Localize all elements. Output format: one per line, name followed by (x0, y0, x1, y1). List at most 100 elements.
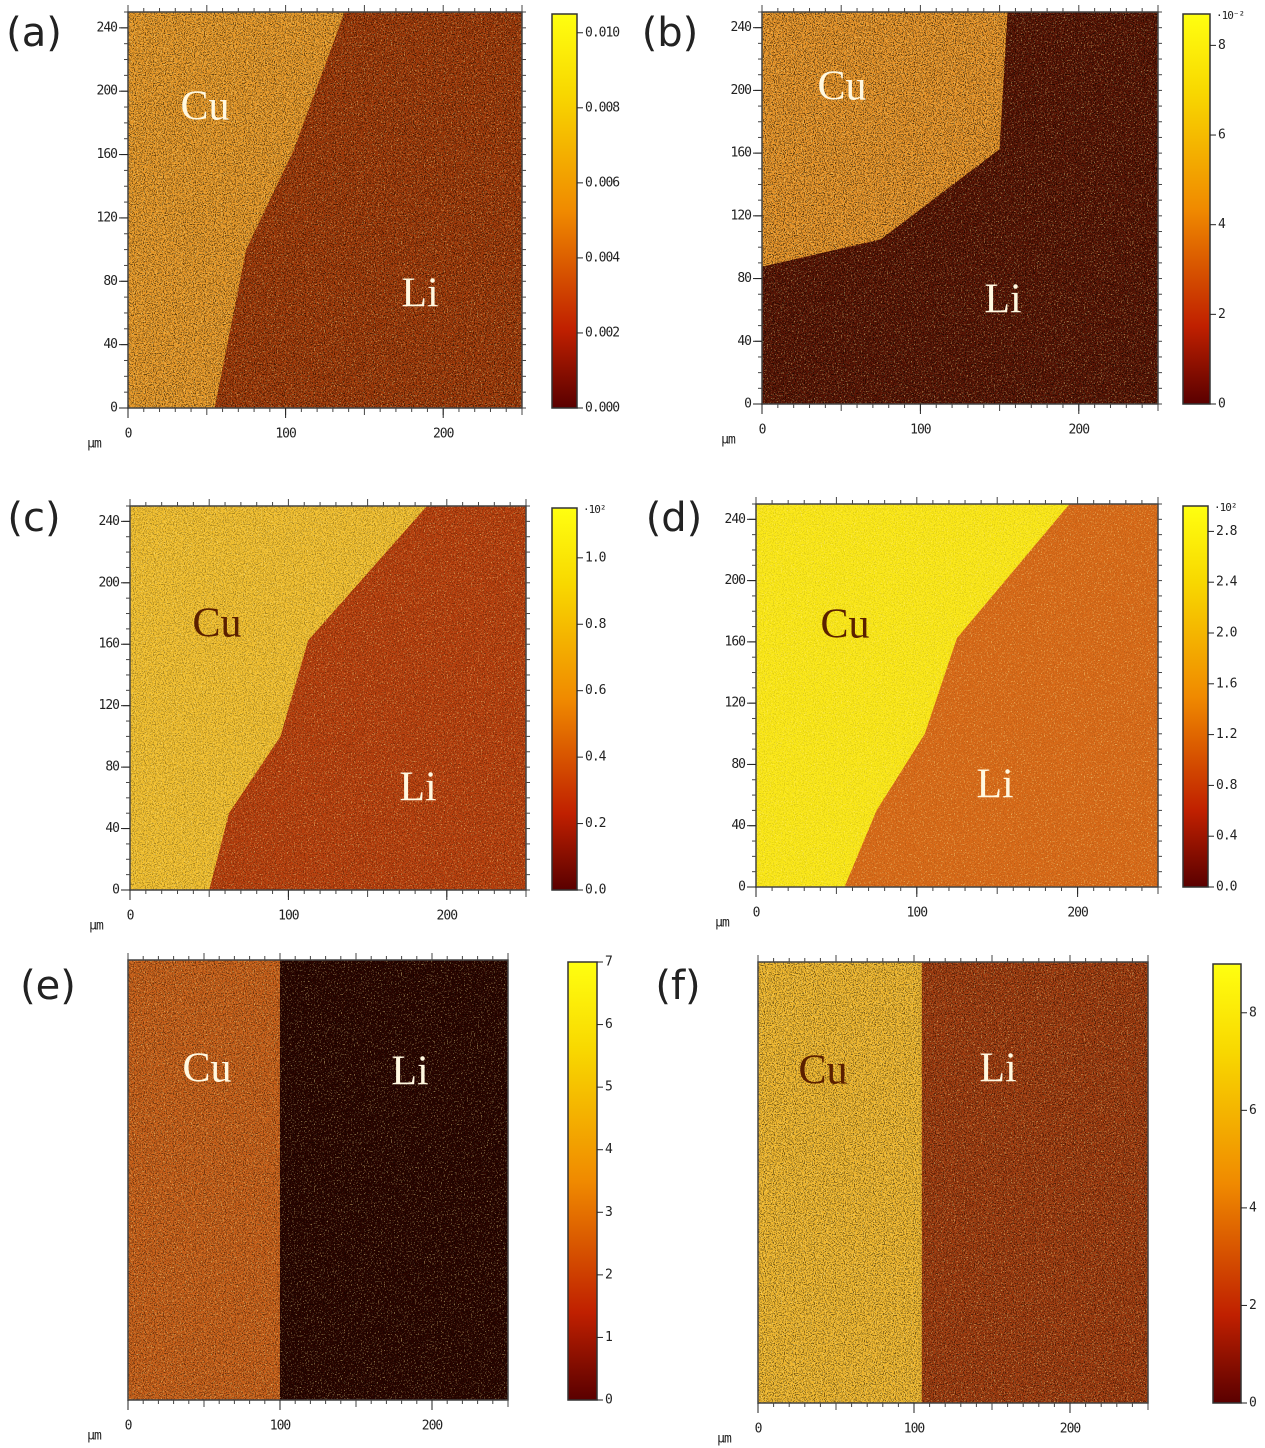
y-tick-label: 240 (731, 20, 752, 35)
x-tick-label: 0 (753, 906, 760, 921)
colorbar (1182, 13, 1211, 405)
region-label: Li (984, 277, 1021, 323)
region-label: Cu (182, 1046, 231, 1092)
y-tick-label: 120 (97, 210, 118, 225)
colorbar-tick-label: 6 (605, 1017, 612, 1032)
map-frame (127, 959, 509, 1401)
colorbar-tick-label: 2.8 (1216, 524, 1237, 539)
unit-label: µm (87, 1429, 102, 1444)
panel: Cu Li (d) 0 100 200 µm 0 40 80 120 160 200 240 0.0 0.4 0… (646, 495, 1239, 931)
x-tick-label: 0 (755, 1422, 762, 1437)
colorbar-tick-label: 0.004 (585, 250, 620, 265)
y-tick-label: 120 (725, 696, 746, 711)
unit-label: µm (717, 1432, 732, 1447)
colorbar-exponent: ·10² (1214, 501, 1237, 514)
x-tick-label: 100 (904, 1422, 925, 1437)
colorbar-tick-label: 0.010 (585, 25, 619, 40)
colorbar-tick-label: 0.0 (585, 883, 606, 898)
colorbar-tick-label: 8 (1218, 38, 1225, 53)
x-tick-label: 200 (433, 427, 454, 442)
colorbar (1182, 505, 1209, 888)
x-tick-label: 100 (270, 1419, 291, 1434)
colorbar-exponent: ·10⁻² (1216, 9, 1244, 22)
colorbar-tick-label: 8 (1249, 1005, 1256, 1020)
region-label: Cu (192, 601, 241, 647)
colorbar-tick-label: 1.6 (1216, 676, 1237, 691)
colorbar-tick-label: 6 (1249, 1103, 1256, 1118)
panel: Cu Li (b) 0 100 200 µm 0 40 80 120 160 200 240 0 2 4 6 8 ·1… (642, 5, 1245, 448)
y-tick-label: 200 (97, 84, 118, 99)
y-tick-label: 240 (99, 514, 120, 529)
y-tick-label: 40 (737, 334, 751, 349)
colorbar-tick-label: 2 (1249, 1298, 1256, 1313)
region-label: Cu (820, 602, 869, 648)
colorbar-tick-label: 0.0 (1216, 880, 1237, 895)
y-tick-label: 80 (737, 271, 751, 286)
y-tick-label: 160 (99, 637, 120, 652)
x-tick-label: 0 (759, 423, 766, 438)
colorbar-tick-label: 0 (1218, 397, 1225, 412)
panel-label: (e) (20, 963, 76, 1009)
region-label: Li (399, 765, 436, 811)
colorbar-tick-label: 2.0 (1216, 626, 1237, 641)
colorbar-tick-label: 0.4 (1216, 829, 1238, 844)
region-label: Cu (798, 1048, 847, 1094)
colorbar-tick-label: 4 (1218, 217, 1226, 232)
colorbar-tick-label: 2 (605, 1267, 612, 1282)
colorbar-tick-label: 0 (1249, 1396, 1256, 1411)
panel-label: (f) (655, 963, 700, 1009)
map-speckle-light (130, 506, 526, 890)
y-tick-label: 80 (105, 760, 119, 775)
x-tick-label: 100 (910, 423, 931, 438)
colorbar-tick-label: 0 (605, 1393, 612, 1408)
region-label: Cu (180, 84, 229, 130)
y-tick-label: 0 (744, 397, 751, 412)
y-tick-label: 0 (112, 883, 119, 898)
y-tick-label: 80 (731, 757, 745, 772)
map-speckle-light (128, 12, 522, 408)
y-tick-label: 160 (725, 634, 746, 649)
panel: Cu Li (a) 0 100 200 µm 0 40 80 120 160 200 240 0.000 0.… (6, 5, 621, 452)
colorbar-tick-label: 2.4 (1216, 575, 1238, 590)
map-frame (129, 505, 527, 891)
y-tick-label: 160 (97, 147, 118, 162)
colorbar-tick-label: 2 (1218, 307, 1225, 322)
x-tick-label: 100 (907, 906, 928, 921)
panel: Cu Li (e) 0 100 200 µm 0 1 2 3 4 5 6 7 (20, 953, 614, 1444)
colorbar-tick-label: 0.8 (585, 617, 606, 632)
y-tick-label: 0 (110, 401, 117, 416)
colorbar-tick-label: 4 (605, 1142, 613, 1157)
x-tick-label: 200 (1060, 1422, 1081, 1437)
colorbar (567, 961, 598, 1401)
x-tick-label: 0 (125, 1419, 132, 1434)
colorbar-tick-label: 0.000 (585, 401, 619, 416)
panel: Cu Li (f) 0 100 200 µm 0 2 4 6 8 (655, 955, 1258, 1447)
y-tick-label: 240 (97, 20, 118, 35)
x-tick-label: 0 (125, 427, 132, 442)
region-label: Cu (817, 64, 866, 110)
colorbar-tick-label: 0.6 (585, 683, 606, 698)
y-tick-label: 40 (731, 818, 745, 833)
y-tick-label: 160 (731, 146, 752, 161)
x-tick-label: 0 (127, 909, 134, 924)
panel-label: (d) (646, 495, 703, 541)
map-speckle-light (758, 962, 1148, 1403)
map-speckle-light (756, 504, 1158, 887)
colorbar-tick-label: 0.008 (585, 100, 619, 115)
panel: Cu Li (c) 0 100 200 µm 0 40 80 120 160 200 240 0.0 0.2 0… (7, 495, 607, 934)
y-tick-label: 200 (731, 83, 752, 98)
colorbar-tick-label: 3 (605, 1205, 612, 1220)
colorbar-tick-label: 0.8 (1216, 778, 1237, 793)
colorbar-tick-label: 1.2 (1216, 727, 1237, 742)
colorbar-tick-label: 4 (1249, 1200, 1257, 1215)
y-tick-label: 0 (738, 880, 745, 895)
region-label: Li (979, 1046, 1016, 1092)
y-tick-label: 80 (103, 274, 117, 289)
colorbar-tick-label: 7 (605, 955, 612, 970)
map-frame (127, 11, 523, 409)
colorbar-tick-label: 5 (605, 1080, 612, 1095)
x-tick-label: 200 (422, 1419, 443, 1434)
unit-label: µm (715, 916, 730, 931)
map-speckle-light (762, 12, 1158, 404)
panel-label: (c) (7, 495, 60, 541)
